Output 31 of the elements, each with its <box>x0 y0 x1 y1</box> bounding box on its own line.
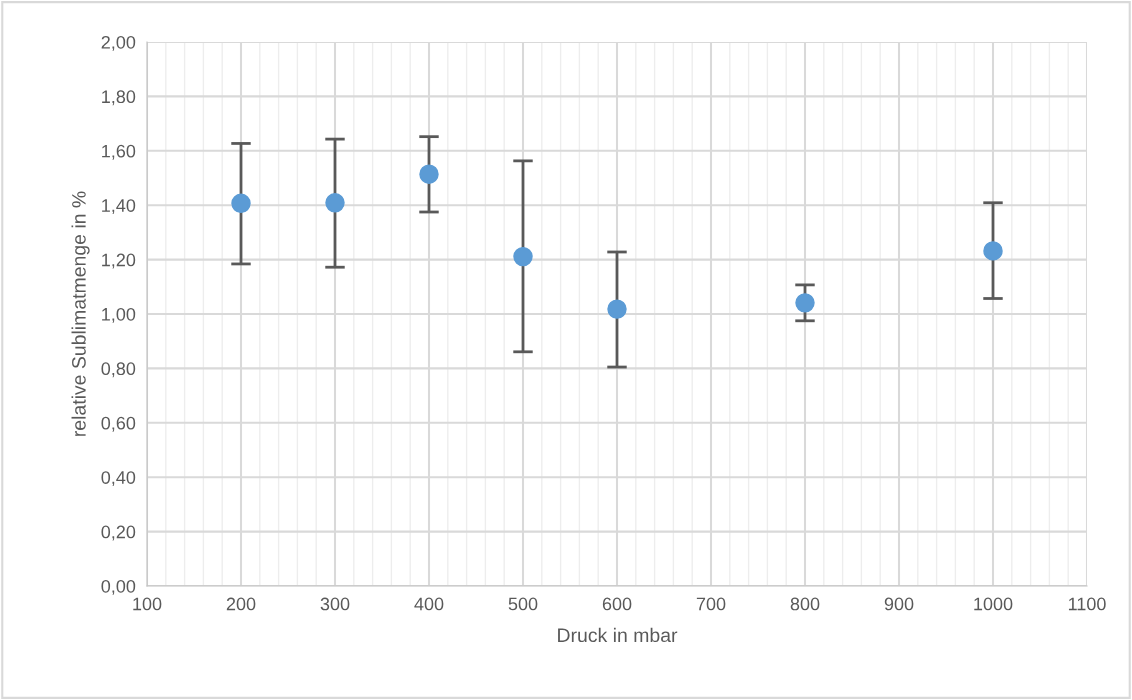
point <box>231 193 251 214</box>
x-tick-label: 500 <box>508 597 538 611</box>
y-axis-title: relative Sublimatmenge in % <box>71 191 90 436</box>
x-tick-label: 600 <box>602 597 632 611</box>
x-tick-label: 200 <box>226 597 256 611</box>
point <box>513 246 533 267</box>
point <box>325 193 345 213</box>
y-tick-label: 1,00 <box>102 307 136 323</box>
y-tick-label: 1,60 <box>102 144 136 160</box>
x-tick-label: 400 <box>414 597 444 611</box>
point <box>607 299 627 319</box>
y-tick-label: 0,60 <box>101 416 136 432</box>
y-tick-label: 1,20 <box>102 253 136 269</box>
y-tick-label: 1,80 <box>102 90 136 106</box>
y-tick-label: 0,40 <box>101 471 136 487</box>
y-tick-label: 1,40 <box>102 199 136 215</box>
y-tick-label: 0,20 <box>101 525 136 541</box>
point <box>983 241 1003 261</box>
point <box>795 293 815 313</box>
x-tick-label: 100 <box>133 597 162 611</box>
y-tick-label: 0,80 <box>101 362 136 378</box>
x-tick-label: 300 <box>320 597 350 611</box>
x-tick-label: 700 <box>696 597 726 611</box>
x-tick-label: 900 <box>884 597 914 611</box>
x-tick-label: 1100 <box>1068 597 1106 611</box>
y-tick-label: 0,00 <box>101 579 136 595</box>
y-tick-label: 2,00 <box>101 35 136 51</box>
x-tick-label: 800 <box>790 597 820 611</box>
x-tick-label: 1000 <box>974 597 1013 611</box>
point <box>419 164 439 184</box>
x-axis-title: Druck in mbar <box>558 627 678 643</box>
